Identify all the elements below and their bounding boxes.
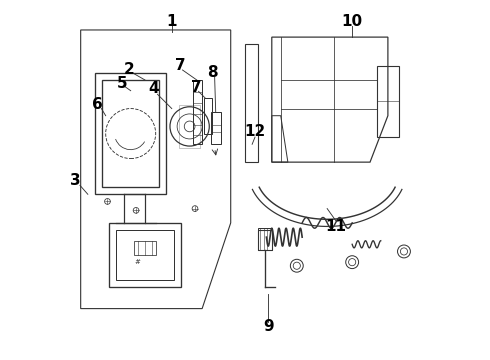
Text: 7: 7 — [174, 58, 185, 73]
Text: 11: 11 — [325, 219, 346, 234]
Bar — [211, 112, 221, 144]
Text: #: # — [135, 259, 141, 265]
Bar — [134, 241, 156, 255]
Text: 12: 12 — [245, 124, 266, 139]
Bar — [179, 105, 200, 148]
Bar — [193, 80, 202, 144]
Bar — [258, 228, 272, 249]
Text: 3: 3 — [70, 172, 81, 188]
Text: 8: 8 — [208, 65, 218, 80]
Text: 6: 6 — [93, 98, 103, 112]
Text: 1: 1 — [167, 14, 177, 28]
Text: 4: 4 — [148, 81, 159, 96]
Bar — [204, 98, 212, 134]
Text: 2: 2 — [123, 62, 134, 77]
Text: 10: 10 — [342, 14, 363, 28]
Text: 9: 9 — [263, 319, 273, 334]
Text: 5: 5 — [117, 76, 127, 91]
Text: 7: 7 — [191, 80, 201, 95]
Bar — [258, 230, 272, 249]
